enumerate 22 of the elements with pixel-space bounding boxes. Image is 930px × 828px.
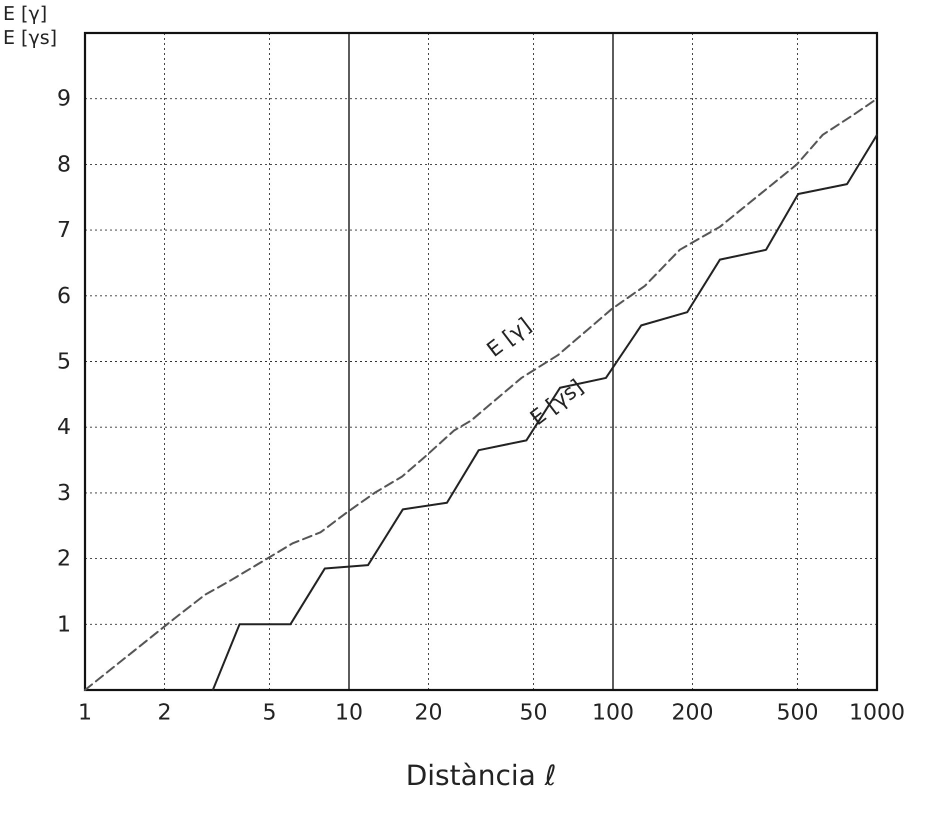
x-tick-label: 5: [262, 700, 277, 726]
x-tick-label: 1000: [849, 700, 905, 726]
y-tick-label: 7: [57, 218, 71, 244]
x-tick-label: 100: [592, 700, 634, 726]
x-tick-label: 200: [671, 700, 714, 726]
x-axis-title: Distància ℓ: [406, 759, 556, 792]
x-tick-label: 20: [414, 700, 442, 726]
y-tick-label: 6: [57, 284, 71, 309]
y-tick-label: 8: [57, 152, 71, 178]
x-tick-label: 2: [157, 700, 172, 726]
text: E [γ]: [482, 313, 536, 362]
y-tick-label: 1: [57, 612, 71, 638]
x-tick-label: 10: [335, 700, 363, 726]
y-tick-label: 9: [57, 86, 71, 112]
y-tick-label: 5: [57, 350, 71, 375]
x-tick-label: 50: [520, 700, 548, 726]
x-tick-label: 1: [78, 700, 92, 726]
x-tick-label: 500: [776, 700, 819, 726]
y-tick-label: 2: [57, 546, 71, 572]
y-tick-label: 4: [57, 415, 71, 440]
y-tick-label: 3: [57, 480, 71, 506]
y-axis-title: E [γ] E [γs]: [3, 3, 58, 49]
